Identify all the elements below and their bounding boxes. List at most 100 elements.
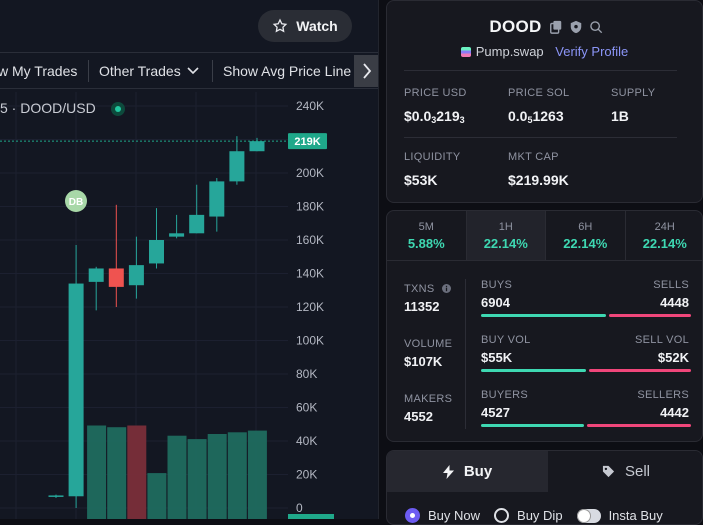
- tab-label: 24H: [626, 221, 703, 233]
- axis-tag-fragment: [288, 514, 334, 519]
- my-trades-toggle[interactable]: w My Trades: [0, 53, 77, 88]
- makers-label: MAKERS: [404, 393, 452, 405]
- candle-body: [109, 268, 124, 286]
- supply-value: 1B: [611, 108, 629, 124]
- y-tick-label: 60K: [296, 401, 317, 415]
- y-tick-label: 140K: [296, 267, 324, 281]
- toggle-icon: [577, 509, 601, 523]
- watch-label: Watch: [296, 18, 337, 34]
- volume-bar: [248, 431, 267, 519]
- pump-swap-icon: [461, 47, 471, 57]
- tab-change: 22.14%: [626, 236, 703, 251]
- candle-body: [169, 233, 184, 236]
- tag-icon: [602, 465, 615, 478]
- mode-label: Insta Buy: [609, 508, 663, 523]
- candle-body: [69, 284, 84, 497]
- buyers-ratio-bar: [481, 424, 584, 427]
- y-tick-label: 40K: [296, 434, 317, 448]
- txns-value: 11352: [404, 299, 439, 314]
- y-tick-label: 240K: [296, 99, 324, 113]
- verify-profile-link[interactable]: Verify Profile: [555, 44, 628, 59]
- sells-value: 4448: [660, 295, 689, 310]
- sells-ratio-bar: [609, 314, 691, 317]
- sell-vol-label: SELL VOL: [635, 334, 689, 346]
- volume-value: $107K: [404, 354, 442, 369]
- tab-24h[interactable]: 24H 22.14%: [626, 211, 703, 260]
- tab-change: 22.14%: [467, 236, 546, 251]
- y-tick-label: 80K: [296, 367, 317, 381]
- y-tick-label: 200K: [296, 166, 324, 180]
- watch-button[interactable]: Watch: [258, 10, 352, 42]
- candle-body: [149, 240, 164, 263]
- lightning-icon: [443, 465, 454, 479]
- mode-label: Buy Dip: [517, 508, 563, 523]
- buy-now-option[interactable]: Buy Now: [405, 508, 480, 523]
- live-indicator-icon: [111, 102, 125, 116]
- divider: [404, 137, 677, 138]
- volume-label: VOLUME: [404, 338, 452, 350]
- volume-bar: [168, 436, 187, 519]
- y-tick-label: 20K: [296, 468, 317, 482]
- candle-body: [189, 215, 204, 233]
- chart-toolbar: w My Trades Other Trades Show Avg Price …: [0, 52, 379, 89]
- volume-bar: [188, 439, 207, 519]
- price-sol-label: PRICE SOL: [508, 87, 569, 99]
- dex-link[interactable]: Pump.swap: [461, 44, 544, 59]
- buyers-value: 4527: [481, 405, 510, 420]
- last-price-label: 219K: [294, 136, 320, 148]
- buy-mode-options: Buy Now Buy Dip Insta Buy: [405, 508, 663, 523]
- volume-bar: [87, 426, 106, 520]
- insta-buy-toggle[interactable]: Insta Buy: [577, 508, 663, 523]
- volume-bar: [208, 434, 227, 519]
- y-tick-label: 180K: [296, 200, 324, 214]
- y-tick-label: 100K: [296, 334, 324, 348]
- buy-vol-label: BUY VOL: [481, 334, 531, 346]
- buy-dip-option[interactable]: Buy Dip: [494, 508, 563, 523]
- trade-card: Buy Sell Buy Now Buy Dip Insta Buy: [386, 450, 703, 525]
- tab-label: 6H: [546, 221, 625, 233]
- sell-tab[interactable]: Sell: [548, 451, 703, 492]
- shield-icon[interactable]: [569, 20, 583, 34]
- buy-vol-value: $55K: [481, 350, 512, 365]
- pair-label: 5 · DOOD/USD: [0, 100, 96, 116]
- y-tick-label: 120K: [296, 300, 324, 314]
- token-actions: [549, 20, 603, 34]
- token-name-text: DOOD: [489, 17, 541, 36]
- candle-body: [250, 141, 265, 151]
- candle-body: [229, 151, 244, 181]
- sellers-label: SELLERS: [637, 389, 689, 401]
- sellers-value: 4442: [660, 405, 689, 420]
- candle-body: [209, 181, 224, 216]
- chevron-down-icon: [187, 67, 199, 75]
- search-icon[interactable]: [589, 20, 603, 34]
- radio-icon: [494, 508, 509, 523]
- other-trades-label: Other Trades: [99, 63, 181, 79]
- liquidity-label: LIQUIDITY: [404, 151, 461, 163]
- chart-panel[interactable]: 240K220K200K180K160K140K120K100K80K60K40…: [0, 0, 379, 519]
- mode-label: Buy Now: [428, 508, 480, 523]
- toolbar-divider: [212, 60, 213, 82]
- copy-icon[interactable]: [549, 20, 563, 34]
- info-icon[interactable]: [442, 284, 451, 293]
- avg-price-line-label: Show Avg Price Line: [223, 63, 351, 79]
- tab-label: 5M: [387, 221, 466, 233]
- my-trades-label: w My Trades: [0, 63, 77, 79]
- divider: [465, 279, 466, 429]
- y-tick-label: 160K: [296, 233, 324, 247]
- divider: [404, 70, 677, 71]
- other-trades-dropdown[interactable]: Other Trades: [99, 53, 199, 88]
- trade-marker-label: DB: [69, 197, 83, 208]
- sells-label: SELLS: [653, 279, 689, 291]
- supply-label: SUPPLY: [611, 87, 655, 99]
- buy-tab[interactable]: Buy: [387, 451, 548, 492]
- avg-price-line-toggle[interactable]: Show Avg Price Line: [223, 53, 351, 88]
- toolbar-scroll-right-button[interactable]: [354, 55, 379, 87]
- buy-vol-ratio-bar: [481, 369, 586, 372]
- toolbar-divider: [88, 60, 89, 82]
- liquidity-value: $53K: [404, 172, 437, 188]
- buys-ratio-bar: [481, 314, 606, 317]
